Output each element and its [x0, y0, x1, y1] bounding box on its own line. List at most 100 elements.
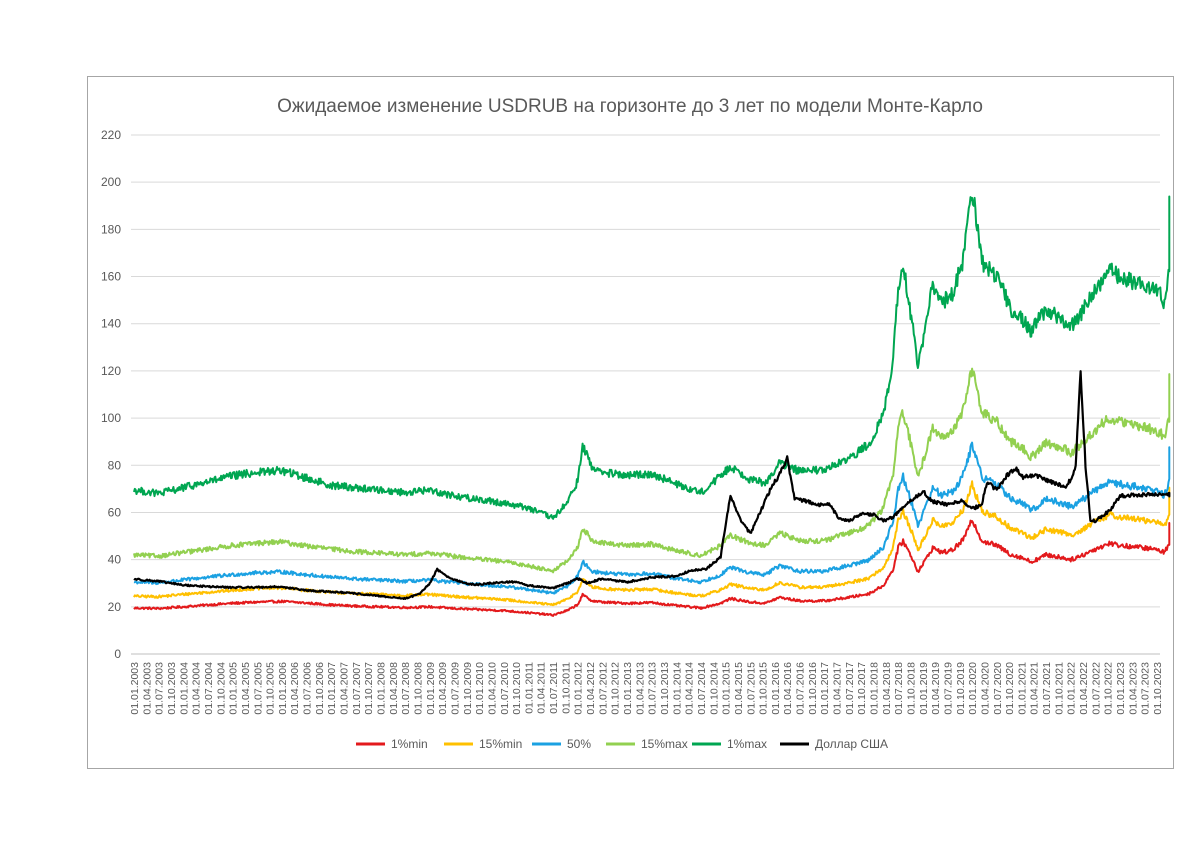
- chart-legend: 1%min 15%min 50% 15%max 1%max Доллар США: [356, 737, 888, 751]
- x-tick-label: 01.01.2014: [671, 662, 683, 715]
- x-tick-label: 01.01.2010: [474, 662, 486, 715]
- x-tick-label: 01.01.2005: [228, 662, 240, 715]
- x-tick-label: 01.04.2009: [437, 662, 449, 715]
- x-tick-label: 01.10.2014: [708, 662, 720, 715]
- y-tick-label: 100: [101, 411, 121, 425]
- x-tick-label: 01.01.2003: [129, 662, 141, 715]
- x-tick-label: 01.04.2020: [979, 662, 991, 715]
- legend-label: 1%max: [727, 737, 767, 751]
- chart-title: Ожидаемое изменение USDRUB на горизонте …: [277, 96, 983, 117]
- x-tick-label: 01.10.2006: [314, 662, 326, 715]
- x-tick-label: 01.01.2011: [523, 662, 535, 714]
- x-tick-label: 01.07.2018: [893, 662, 905, 715]
- x-tick-label: 01.10.2023: [1152, 662, 1164, 715]
- x-tick-label: 01.07.2010: [499, 662, 511, 715]
- x-tick-label: 01.10.2021: [1053, 662, 1065, 715]
- legend-label: Доллар США: [815, 737, 888, 751]
- x-tick-label: 01.07.2005: [252, 662, 264, 715]
- series-line: [133, 367, 1171, 574]
- x-tick-label: 01.04.2006: [289, 662, 301, 715]
- x-tick-label: 01.04.2016: [782, 662, 794, 715]
- x-tick-label: 01.01.2007: [326, 662, 338, 715]
- x-tick-label: 01.10.2009: [462, 662, 474, 715]
- x-tick-label: 01.01.2016: [770, 662, 782, 715]
- x-tick-label: 01.04.2012: [585, 662, 597, 715]
- x-tick-label: 01.10.2012: [610, 662, 622, 715]
- x-tick-label: 01.10.2003: [166, 662, 178, 715]
- x-tick-label: 01.04.2022: [1078, 662, 1090, 715]
- x-tick-label: 01.01.2018: [869, 662, 881, 715]
- x-tick-label: 01.10.2008: [412, 662, 424, 715]
- x-tick-label: 01.07.2009: [449, 662, 461, 715]
- y-tick-label: 120: [101, 364, 121, 378]
- x-tick-label: 01.04.2015: [733, 662, 745, 715]
- y-tick-label: 200: [101, 175, 121, 189]
- x-tick-label: 01.07.2023: [1140, 662, 1152, 715]
- x-tick-label: 01.01.2023: [1115, 662, 1127, 715]
- x-tick-label: 01.10.2004: [215, 662, 227, 715]
- x-tick-label: 01.07.2006: [302, 662, 314, 715]
- x-axis-ticks: 01.01.2003 01.04.2003 01.07.2003 01.10.2003…: [129, 662, 1164, 715]
- grid-lines: [131, 134, 1160, 655]
- x-tick-label: 01.04.2008: [388, 662, 400, 715]
- x-tick-label: 01.10.2015: [758, 662, 770, 715]
- x-tick-label: 01.07.2017: [844, 662, 856, 715]
- series-line: [133, 195, 1171, 520]
- x-tick-label: 01.10.2007: [363, 662, 375, 715]
- x-tick-label: 01.10.2018: [905, 662, 917, 715]
- legend-label: 15%min: [479, 737, 522, 751]
- y-tick-label: 0: [114, 647, 121, 661]
- x-tick-label: 01.07.2016: [795, 662, 807, 715]
- x-tick-label: 01.07.2022: [1090, 662, 1102, 715]
- x-tick-label: 01.04.2003: [141, 662, 153, 715]
- x-tick-label: 01.10.2017: [856, 662, 868, 715]
- x-tick-label: 01.04.2013: [634, 662, 646, 715]
- x-tick-label: 01.07.2013: [647, 662, 659, 715]
- x-tick-label: 01.01.2015: [721, 662, 733, 715]
- x-tick-label: 01.01.2022: [1066, 662, 1078, 715]
- x-tick-label: 01.01.2004: [178, 662, 190, 715]
- x-tick-label: 01.01.2021: [1016, 662, 1028, 715]
- y-tick-label: 180: [101, 222, 121, 236]
- series-line: [133, 519, 1171, 617]
- x-tick-label: 01.04.2018: [881, 662, 893, 715]
- legend-label: 15%max: [641, 737, 688, 751]
- x-tick-label: 01.04.2004: [191, 662, 203, 715]
- y-axis-ticks: 0 20 40 60 80 100 120 140 160 180 200 220: [101, 128, 121, 661]
- y-tick-label: 220: [101, 128, 121, 142]
- x-tick-label: 01.01.2006: [277, 662, 289, 715]
- x-tick-label: 01.10.2022: [1103, 662, 1115, 715]
- x-tick-label: 01.10.2020: [1004, 662, 1016, 715]
- x-tick-label: 01.04.2021: [1029, 662, 1041, 715]
- x-tick-label: 01.04.2023: [1127, 662, 1139, 715]
- series-line: [133, 441, 1171, 595]
- x-tick-label: 01.07.2015: [745, 662, 757, 715]
- x-tick-label: 01.01.2017: [819, 662, 831, 715]
- x-tick-label: 01.07.2012: [597, 662, 609, 715]
- x-tick-label: 01.10.2013: [659, 662, 671, 715]
- x-tick-label: 01.01.2013: [622, 662, 634, 715]
- legend-label: 1%min: [391, 737, 428, 751]
- x-tick-label: 01.01.2020: [967, 662, 979, 715]
- x-tick-label: 01.07.2014: [696, 662, 708, 715]
- x-tick-label: 01.04.2019: [930, 662, 942, 715]
- x-tick-label: 01.07.2004: [203, 662, 215, 715]
- y-tick-label: 160: [101, 270, 121, 284]
- x-tick-label: 01.01.2019: [918, 662, 930, 715]
- y-tick-label: 60: [108, 505, 122, 519]
- y-tick-label: 40: [108, 553, 122, 567]
- x-tick-label: 01.07.2003: [154, 662, 166, 715]
- x-tick-label: 01.07.2021: [1041, 662, 1053, 715]
- x-tick-label: 01.07.2007: [351, 662, 363, 715]
- series-lines: [133, 195, 1171, 617]
- x-tick-label: 01.07.2019: [942, 662, 954, 715]
- x-tick-label: 01.10.2019: [955, 662, 967, 715]
- y-tick-label: 80: [108, 458, 122, 472]
- x-tick-label: 01.04.2011: [536, 662, 548, 714]
- x-tick-label: 01.10.2010: [511, 662, 523, 715]
- x-tick-label: 01.01.2009: [425, 662, 437, 715]
- chart-frame: Ожидаемое изменение USDRUB на горизонте …: [87, 76, 1174, 769]
- x-tick-label: 01.07.2020: [992, 662, 1004, 715]
- x-tick-label: 01.10.2011: [560, 662, 572, 714]
- x-tick-label: 01.10.2016: [807, 662, 819, 715]
